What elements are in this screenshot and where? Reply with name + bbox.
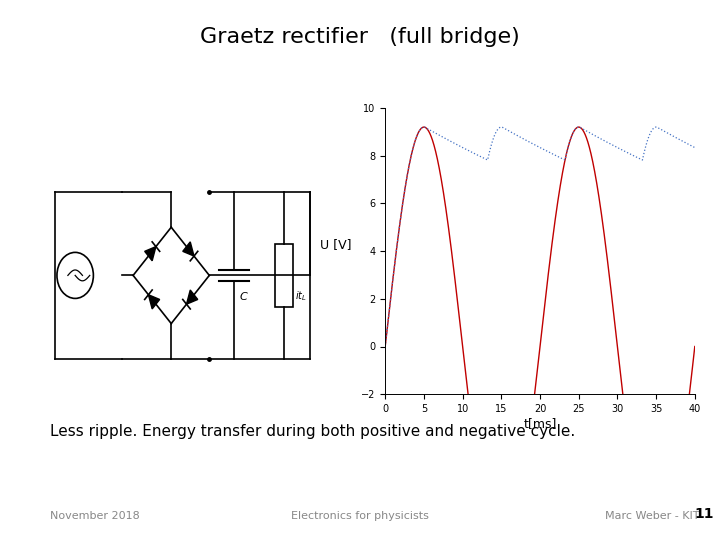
X-axis label: t[ms]: t[ms] bbox=[523, 417, 557, 430]
Text: Graetz rectifier   (full bridge): Graetz rectifier (full bridge) bbox=[200, 27, 520, 47]
Text: Marc Weber - KIT: Marc Weber - KIT bbox=[605, 511, 699, 521]
Text: Electronics for physicists: Electronics for physicists bbox=[291, 511, 429, 521]
Polygon shape bbox=[186, 290, 198, 304]
Polygon shape bbox=[183, 242, 194, 256]
Y-axis label: U [V]: U [V] bbox=[320, 238, 352, 251]
Text: Less ripple. Energy transfer during both positive and negative cycle.: Less ripple. Energy transfer during both… bbox=[50, 424, 576, 439]
Polygon shape bbox=[145, 247, 156, 261]
Text: $it_L$: $it_L$ bbox=[295, 289, 307, 303]
Text: $C$: $C$ bbox=[239, 291, 249, 302]
Bar bbox=[274, 244, 293, 307]
Polygon shape bbox=[148, 295, 160, 309]
Text: November 2018: November 2018 bbox=[50, 511, 140, 521]
Text: 11: 11 bbox=[695, 507, 714, 521]
